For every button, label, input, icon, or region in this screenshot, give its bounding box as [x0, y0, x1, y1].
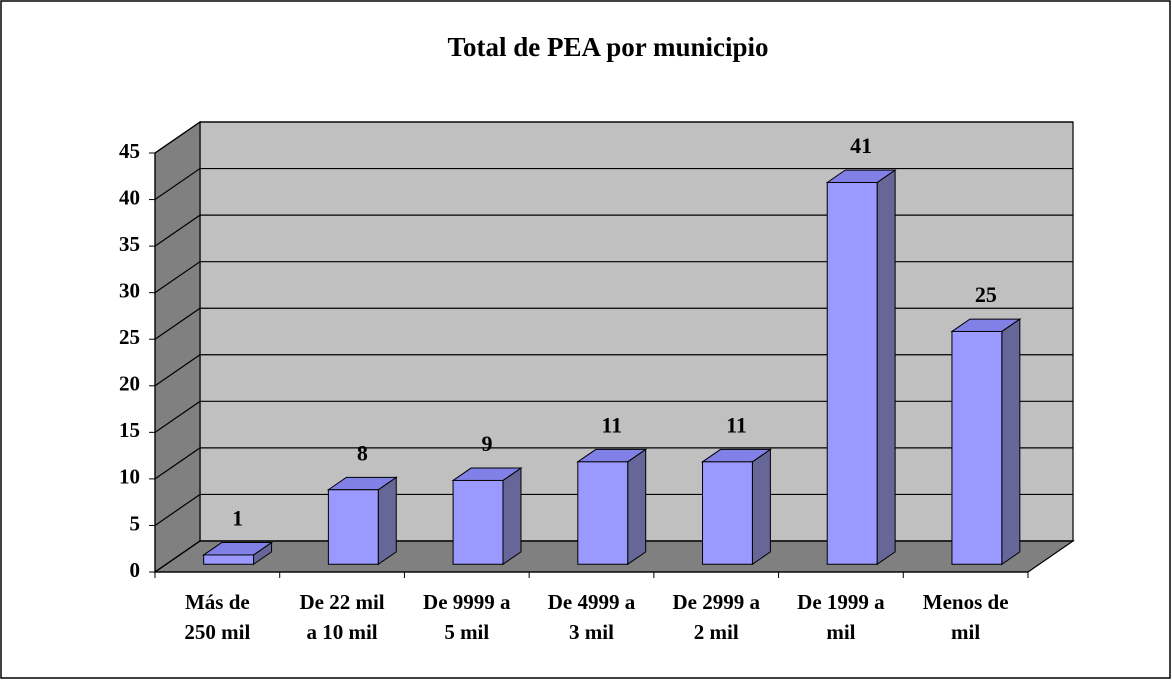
grid-line — [154, 447, 1073, 480]
bar-side — [377, 476, 397, 566]
x-tick-label: a 10 mil — [306, 620, 377, 644]
bar — [452, 479, 504, 565]
bar-side — [876, 169, 896, 566]
x-tick-label: De 4999 a — [548, 590, 636, 614]
grid-line — [154, 214, 1073, 247]
x-tick-label: 250 mil — [184, 620, 250, 644]
y-tick-label: 25 — [119, 325, 140, 349]
y-tick-label: 10 — [119, 465, 140, 489]
grid-line — [154, 540, 1073, 573]
data-label: 11 — [726, 412, 747, 437]
bar-side — [751, 448, 771, 566]
x-tick-label: De 9999 a — [423, 590, 511, 614]
y-tick-label: 20 — [119, 372, 140, 396]
x-tick-label: 3 mil — [569, 620, 614, 644]
y-tick-label: 15 — [119, 418, 140, 442]
bar — [951, 330, 1003, 565]
x-tick-label: Menos de — [923, 590, 1009, 614]
x-tick-label: De 2999 a — [672, 590, 760, 614]
bar-side — [627, 448, 647, 566]
data-label: 1 — [232, 506, 243, 531]
x-tick-label: mil — [826, 620, 855, 644]
y-tick-label: 30 — [119, 278, 140, 302]
bar — [577, 461, 629, 565]
y-tick-label: 0 — [130, 558, 141, 582]
bar — [826, 181, 878, 565]
grid-line — [154, 261, 1073, 294]
x-tick-label: De 22 mil — [299, 590, 384, 614]
x-tick-label: De 1999 a — [797, 590, 885, 614]
bar-side — [1001, 318, 1021, 566]
chart-title: Total de PEA por municipio — [447, 32, 768, 62]
bar — [327, 489, 379, 565]
side-wall — [154, 120, 201, 574]
x-tick-label: 5 mil — [444, 620, 489, 644]
bar-side — [502, 467, 522, 566]
x-tick-label: Más de — [185, 590, 250, 614]
data-label: 8 — [357, 440, 368, 465]
grid-line — [154, 400, 1073, 433]
grid-line — [154, 354, 1073, 387]
y-tick-label: 5 — [130, 511, 141, 535]
bar — [702, 461, 753, 565]
y-tick-label: 40 — [119, 185, 140, 209]
x-tick-label: 2 mil — [694, 620, 739, 644]
y-tick-label: 35 — [119, 232, 140, 256]
data-label: 41 — [850, 133, 872, 158]
grid-line — [154, 167, 1073, 201]
grid-line — [154, 121, 1073, 154]
data-label: 25 — [975, 282, 997, 307]
data-label: 11 — [601, 412, 622, 437]
bar — [203, 554, 255, 565]
data-label: 9 — [482, 431, 493, 456]
y-tick-label: 45 — [119, 139, 140, 163]
x-tick-label: mil — [951, 620, 980, 644]
grid-line — [154, 307, 1073, 340]
grid-line — [154, 493, 1073, 526]
